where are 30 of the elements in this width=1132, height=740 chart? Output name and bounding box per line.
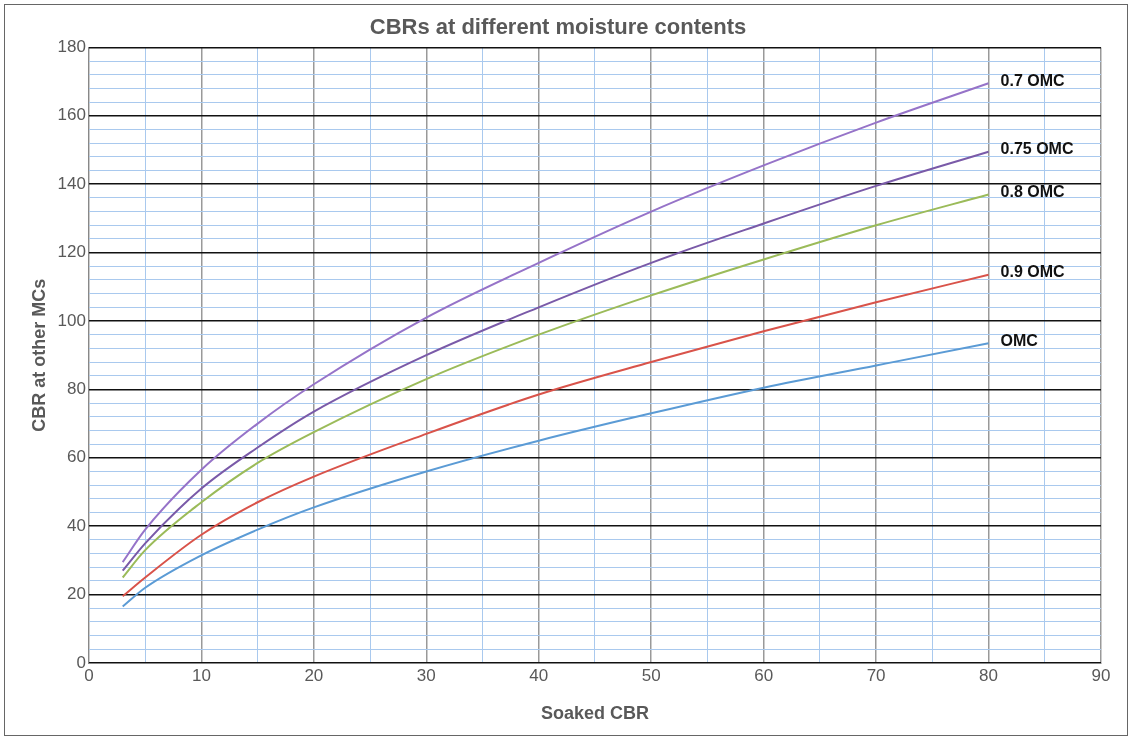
y-tick-label: 80	[67, 379, 86, 399]
line-series	[121, 82, 990, 564]
y-tick-label: 180	[57, 37, 86, 57]
x-tick-label: 50	[641, 665, 661, 685]
x-tick-label: 10	[191, 665, 211, 685]
line-series	[121, 273, 990, 598]
x-tick-label: 80	[979, 665, 999, 685]
y-tick-label: 0	[76, 652, 86, 672]
y-tick-label: 140	[57, 173, 86, 193]
x-tick-label: 30	[416, 665, 436, 685]
y-tick-label: 60	[67, 447, 86, 467]
x-tick-label: 90	[1091, 665, 1111, 685]
y-tick-label: 100	[57, 310, 86, 330]
series-label: OMC	[1000, 331, 1039, 349]
series-label: 0.9 OMC	[1000, 263, 1066, 281]
x-axis-title: Soaked CBR	[540, 703, 649, 724]
series-label: 0.7 OMC	[1000, 71, 1066, 89]
chart-title: CBRs at different moisture contents	[369, 14, 747, 40]
y-tick-label: 160	[57, 105, 86, 125]
line-series	[121, 342, 990, 608]
x-tick-label: 40	[529, 665, 549, 685]
x-tick-label: 20	[304, 665, 324, 685]
y-tick-label: 40	[67, 515, 86, 535]
x-tick-label: 70	[866, 665, 886, 685]
y-tick-label: 20	[67, 584, 86, 604]
series-label: 0.8 OMC	[1000, 182, 1066, 200]
y-axis-title: CBR at other MCs	[28, 278, 49, 432]
x-tick-label: 60	[754, 665, 774, 685]
series-label: 0.75 OMC	[1000, 140, 1074, 158]
y-tick-label: 120	[57, 242, 86, 262]
